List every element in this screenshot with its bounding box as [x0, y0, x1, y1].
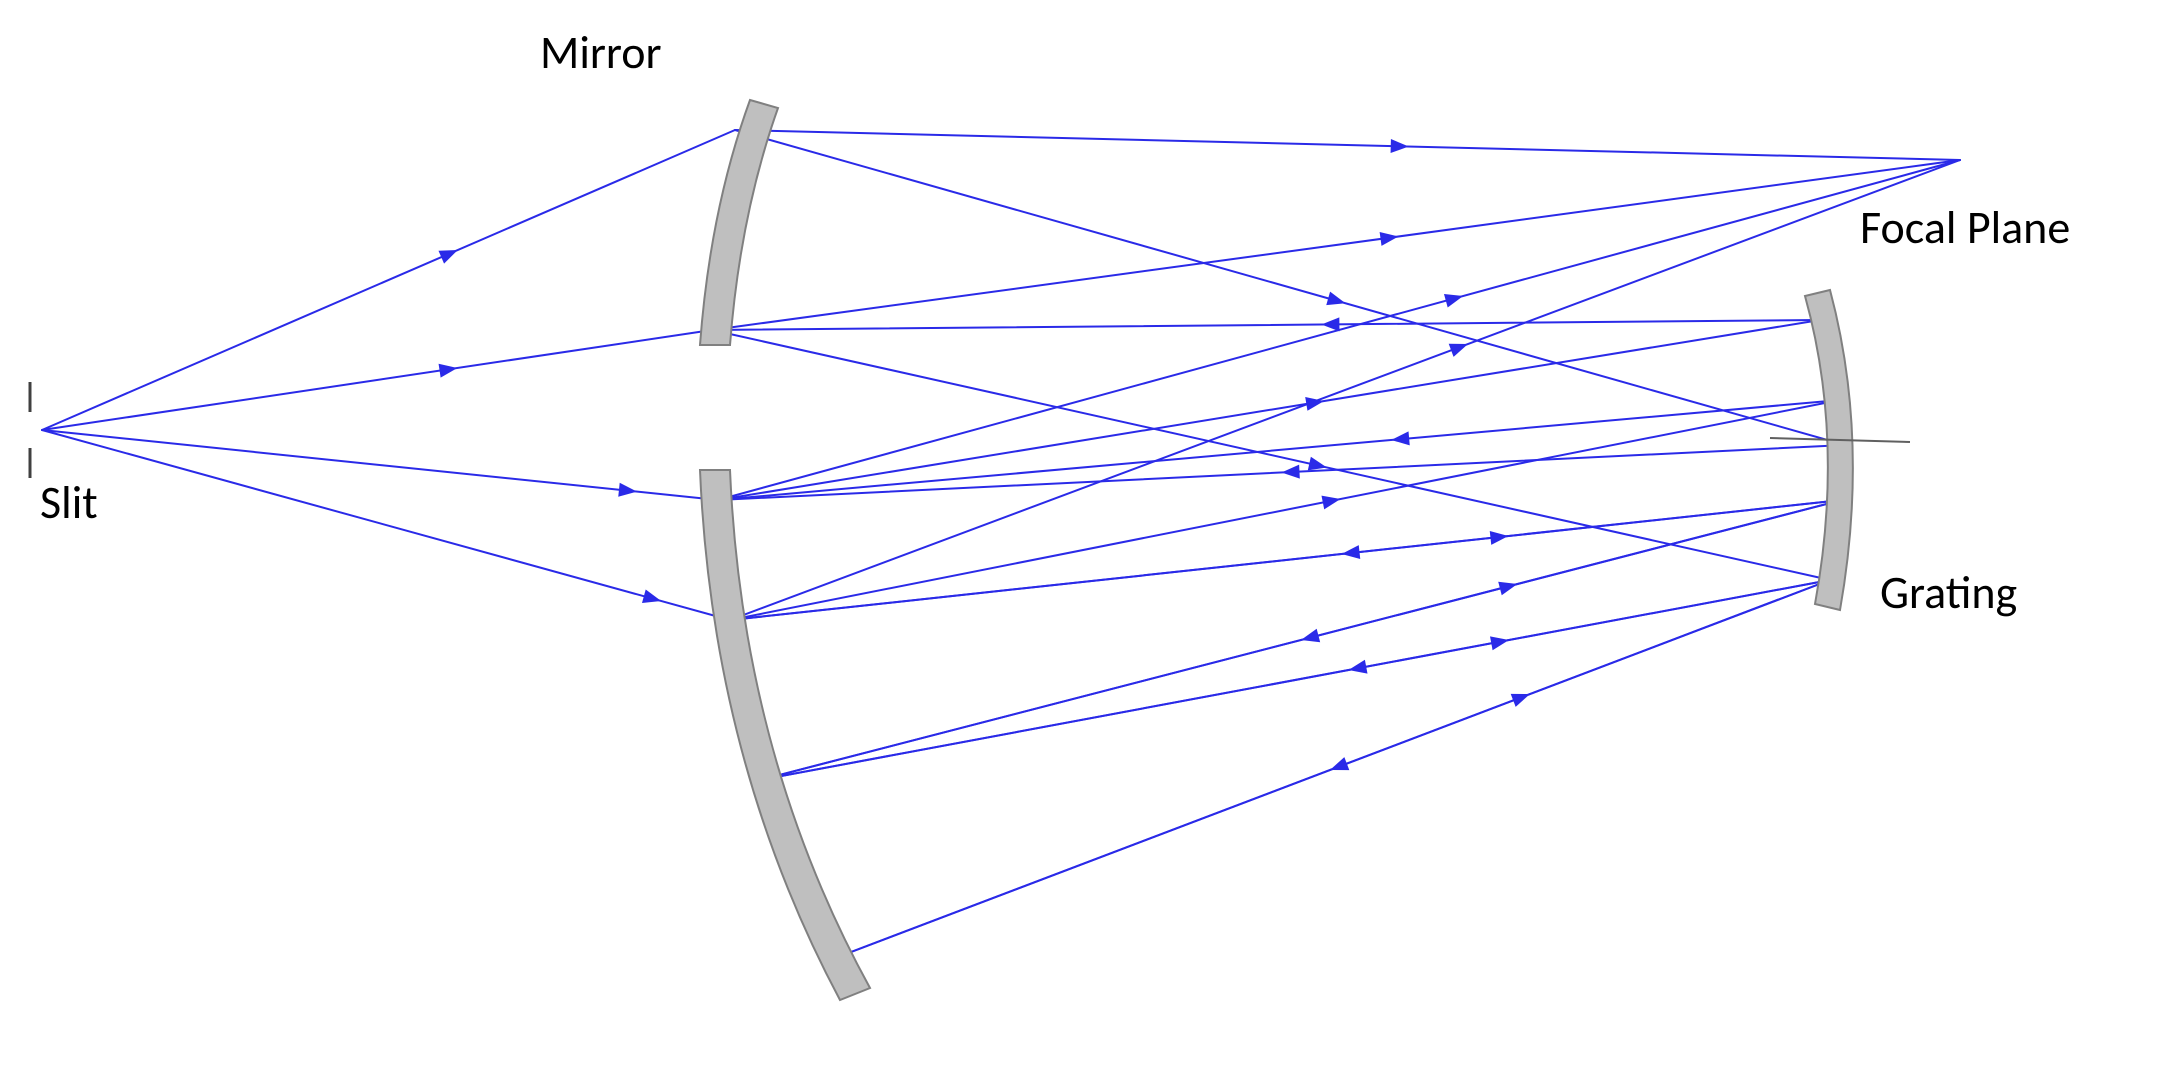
- slit-label: Slit: [40, 475, 98, 531]
- grating: [1805, 290, 1853, 610]
- mirror-top: [700, 100, 778, 345]
- optical-diagram: [0, 0, 2160, 1080]
- focal-plane-label: Focal Plane: [1860, 200, 2070, 256]
- mirror-label: Mirror: [540, 25, 662, 81]
- mirror-bottom: [700, 470, 870, 1000]
- grating-label: Grating: [1880, 565, 2017, 621]
